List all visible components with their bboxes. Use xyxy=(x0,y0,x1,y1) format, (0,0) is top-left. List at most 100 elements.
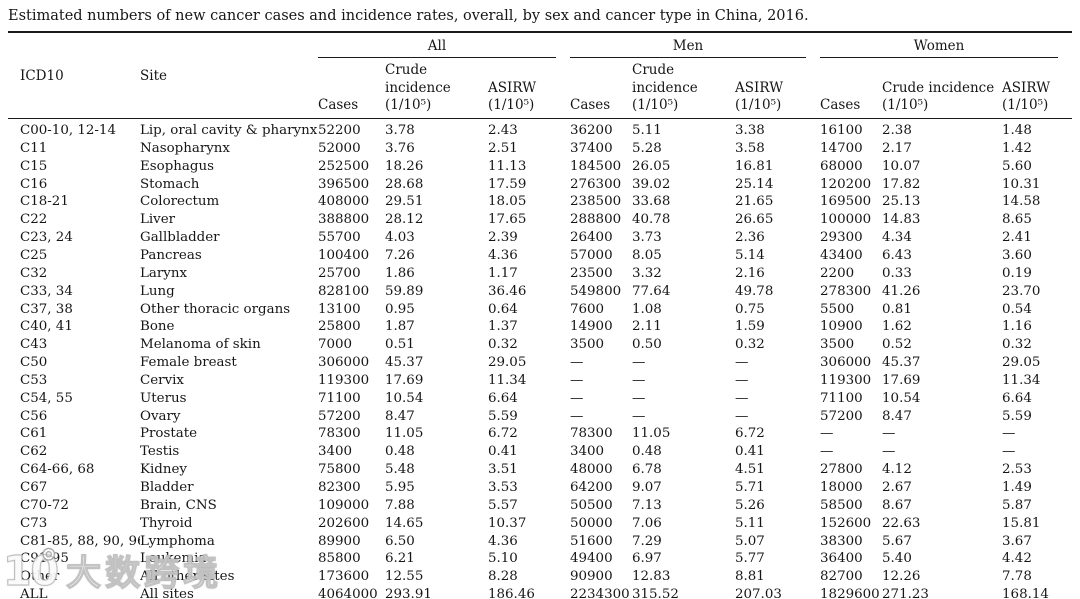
cell-site: Colorectum xyxy=(140,194,220,210)
cell-value: 28.68 xyxy=(385,176,424,192)
cell-icd10: C40, 41 xyxy=(20,319,73,335)
cell-value: — xyxy=(632,355,646,371)
cell-value: — xyxy=(570,372,584,388)
table-row: C16 Stomach 396500 28.68 17.59 276300 39.02 25.… xyxy=(8,176,1072,194)
cell-icd10: C53 xyxy=(20,372,48,388)
table-row: C53 Cervix 119300 17.69 11.34 — — — 119300 17.69 1… xyxy=(8,372,1072,390)
cell-value: 78300 xyxy=(318,426,361,442)
cell-value: 48000 xyxy=(570,462,613,478)
cell-value: 0.33 xyxy=(882,265,912,281)
cell-value: 3.58 xyxy=(735,140,765,156)
cell-icd10: C64-66, 68 xyxy=(20,462,95,478)
cell-icd10: C56 xyxy=(20,408,48,424)
cell-icd10: C67 xyxy=(20,479,48,495)
cell-value: — xyxy=(820,444,834,460)
cell-value: 23500 xyxy=(570,265,613,281)
cell-value: 5.95 xyxy=(385,479,415,495)
cell-value: 55700 xyxy=(318,230,361,246)
cell-value: 58500 xyxy=(820,497,863,513)
cell-icd10: C16 xyxy=(20,176,48,192)
cell-value: 6.64 xyxy=(1002,390,1032,406)
cell-value: 14.58 xyxy=(1002,194,1041,210)
cell-site: Liver xyxy=(140,212,176,228)
cell-value: 71100 xyxy=(318,390,361,406)
cell-site: Female breast xyxy=(140,355,237,371)
cell-value: 3.67 xyxy=(1002,533,1032,549)
cell-value: 14.83 xyxy=(882,212,921,228)
cell-value: 57200 xyxy=(820,408,863,424)
cell-value: 12.26 xyxy=(882,569,921,585)
cell-value: 1.62 xyxy=(882,319,912,335)
cell-value: 36400 xyxy=(820,551,863,567)
table-row: C73 Thyroid 202600 14.65 10.37 50000 7.06 5.11 1… xyxy=(8,515,1072,533)
cell-value: 25800 xyxy=(318,319,361,335)
cell-value: 3.76 xyxy=(385,140,415,156)
cell-value: 11.05 xyxy=(632,426,671,442)
cell-value: — xyxy=(1002,444,1016,460)
cell-value: 11.34 xyxy=(488,372,527,388)
cell-value: — xyxy=(735,355,749,371)
cell-value: 5.48 xyxy=(385,462,415,478)
cell-value: 0.19 xyxy=(1002,265,1032,281)
cell-value: 3.51 xyxy=(488,462,518,478)
cell-value: 1829600 xyxy=(820,586,883,599)
cell-value: 4.34 xyxy=(882,230,912,246)
table-row: C61 Prostate 78300 11.05 6.72 78300 11.05 6.72 —… xyxy=(8,425,1072,443)
cell-value: 18.05 xyxy=(488,194,527,210)
cell-value: 0.41 xyxy=(735,444,765,460)
cell-value: 21.65 xyxy=(735,194,774,210)
cell-value: 3500 xyxy=(820,337,855,353)
cell-site: Prostate xyxy=(140,426,198,442)
cell-value: 7.78 xyxy=(1002,569,1032,585)
cell-value: 41.26 xyxy=(882,283,921,299)
cell-value: — xyxy=(882,426,896,442)
cell-value: — xyxy=(820,426,834,442)
cell-value: 7.88 xyxy=(385,497,415,513)
cell-site: Melanoma of skin xyxy=(140,337,261,353)
header-sub-row: Cases Crude incidence (1/10⁵) ASIRW (1/1… xyxy=(8,58,1073,120)
header-group-men: Men xyxy=(570,32,820,59)
cell-value: 4.03 xyxy=(385,230,415,246)
cell-value: 0.75 xyxy=(735,301,765,317)
cell-value: 278300 xyxy=(820,283,872,299)
cell-value: 5.40 xyxy=(882,551,912,567)
cell-value: 2.39 xyxy=(488,230,518,246)
header-men-cases: Cases xyxy=(570,58,632,120)
cell-value: 3.78 xyxy=(385,123,415,139)
cell-value: 0.64 xyxy=(488,301,518,317)
cell-value: 29.05 xyxy=(1002,355,1041,371)
table-row: C64-66, 68 Kidney 75800 5.48 3.51 48000 6.78 4.… xyxy=(8,461,1072,479)
cell-value: 7.29 xyxy=(632,533,662,549)
cell-value: 5.26 xyxy=(735,497,765,513)
cell-value: 0.48 xyxy=(385,444,415,460)
header-men-asirw: ASIRW (1/10⁵) xyxy=(735,58,821,120)
cell-value: 4.36 xyxy=(488,533,518,549)
cell-value: — xyxy=(632,372,646,388)
cell-value: 5.71 xyxy=(735,479,765,495)
cell-value: 82300 xyxy=(318,479,361,495)
cell-value: — xyxy=(735,372,749,388)
cell-value: 17.65 xyxy=(488,212,527,228)
cell-value: 26.05 xyxy=(632,158,671,174)
cell-value: 17.69 xyxy=(385,372,424,388)
table-row: C25 Pancreas 100400 7.26 4.36 57000 8.05 5.14 43… xyxy=(8,247,1072,265)
cell-site: Cervix xyxy=(140,372,184,388)
cell-value: 29300 xyxy=(820,230,863,246)
table-row: C91-95 Leukemia 85800 6.21 5.10 49400 6.97 5.77… xyxy=(8,550,1072,568)
cell-value: 5.11 xyxy=(735,515,765,531)
cell-value: 1.17 xyxy=(488,265,518,281)
table-row: C00-10, 12-14 Lip, oral cavity & pharynx 5… xyxy=(8,119,1072,140)
cell-value: 252500 xyxy=(318,158,370,174)
cell-site: Ovary xyxy=(140,408,181,424)
table-row: C62 Testis 3400 0.48 0.41 3400 0.48 0.41 — — — xyxy=(8,443,1072,461)
cell-value: 293.91 xyxy=(385,586,488,599)
cell-icd10: C33, 34 xyxy=(20,283,73,299)
cell-value: 186.46 xyxy=(488,586,570,599)
table-row: Other All other sites 173600 12.55 8.28 90900… xyxy=(8,568,1072,586)
table-row: C11 Nasopharynx 52000 3.76 2.51 37400 5.28 3.58… xyxy=(8,140,1072,158)
cell-value: 18.26 xyxy=(385,158,424,174)
cell-value: 6.72 xyxy=(488,426,518,442)
cell-value: 2234300 xyxy=(570,586,632,599)
cell-value: 4064000 xyxy=(318,586,385,599)
cell-value: 25.13 xyxy=(882,194,921,210)
